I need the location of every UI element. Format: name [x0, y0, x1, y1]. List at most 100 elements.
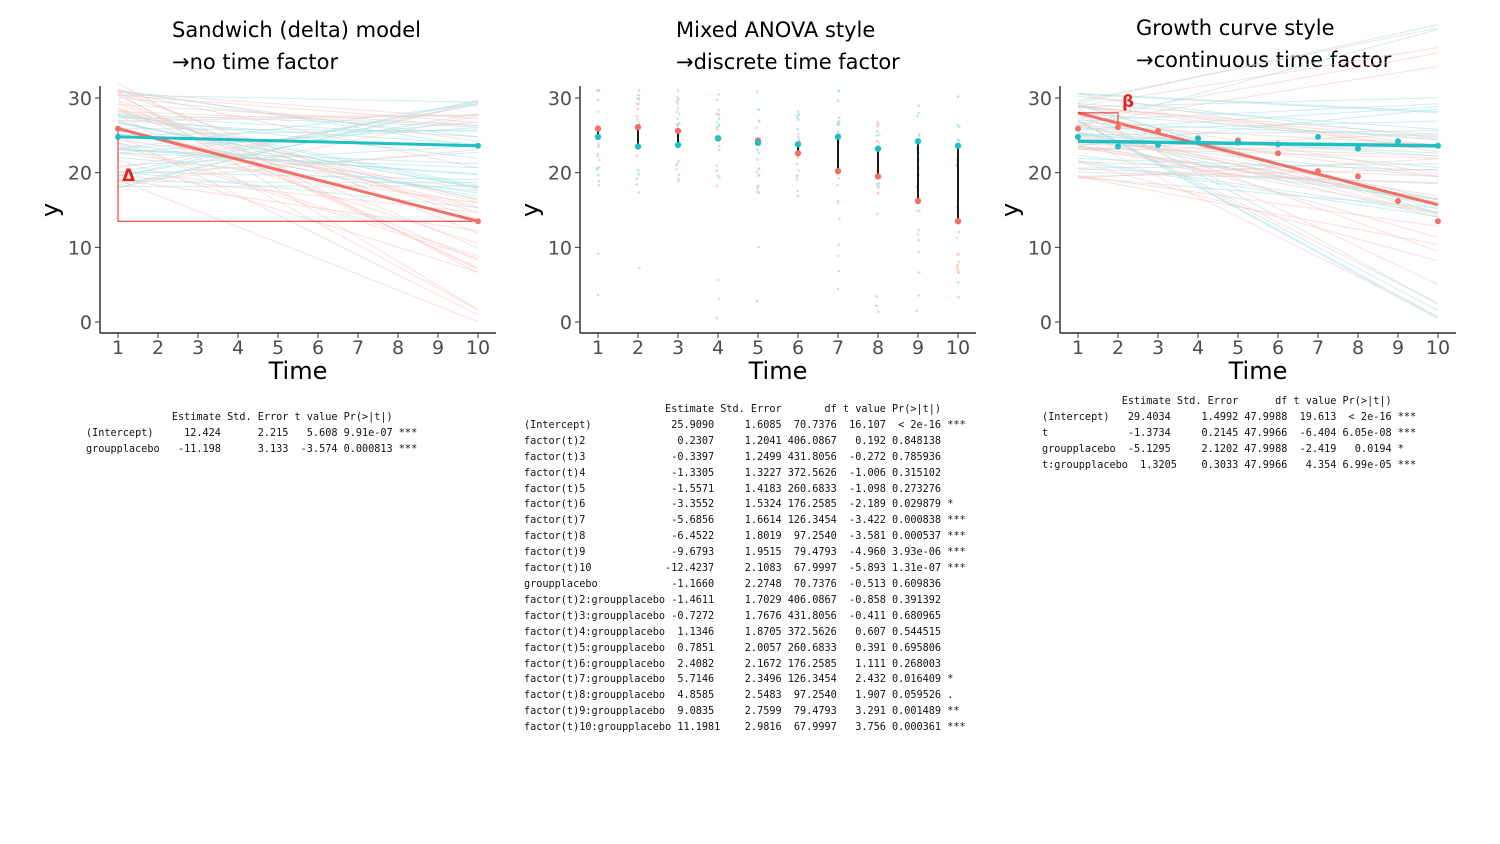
- individual-point: [717, 117, 721, 120]
- individual-point: [795, 174, 799, 177]
- regression-table-mixed-anova: Estimate Std. Error df t value Pr(>|t|) …: [524, 404, 966, 734]
- individual-line: [1077, 93, 1439, 114]
- individual-point: [757, 151, 761, 155]
- individual-line: [1077, 124, 1439, 216]
- x-tick-label: 10: [1426, 337, 1450, 359]
- individual-point: [596, 98, 600, 102]
- individual-point: [597, 179, 601, 183]
- active-regression-line: [1077, 111, 1439, 207]
- title-line-2: →continuous time factor: [1136, 48, 1392, 72]
- individual-line: [1077, 146, 1439, 213]
- active-mean-point: [1075, 125, 1081, 132]
- x-tick-label: 3: [1152, 337, 1164, 359]
- x-tick-label: 7: [832, 337, 844, 359]
- individual-point: [596, 145, 600, 149]
- individual-point: [755, 170, 759, 174]
- individual-point: [956, 281, 960, 284]
- individual-point: [956, 138, 960, 141]
- individual-line: [1077, 120, 1439, 312]
- individual-point: [596, 166, 599, 170]
- active-mean-point: [954, 218, 962, 225]
- individual-point: [915, 114, 919, 118]
- active-mean-point: [1115, 124, 1121, 131]
- individual-point: [716, 174, 720, 178]
- individual-point: [956, 95, 960, 98]
- individual-line: [117, 115, 479, 188]
- individual-point: [796, 127, 799, 131]
- individual-point: [676, 180, 680, 183]
- y-tick-label: 20: [1028, 163, 1052, 185]
- individual-point: [956, 263, 959, 267]
- placebo-mean-point: [954, 142, 962, 149]
- individual-point: [718, 148, 721, 152]
- individual-point: [957, 252, 961, 256]
- individual-point: [757, 174, 760, 178]
- individual-line: [1077, 168, 1439, 185]
- individual-point: [756, 158, 759, 161]
- individual-point: [837, 89, 841, 92]
- individual-line: [117, 128, 479, 132]
- x-tick-label: 5: [1232, 337, 1244, 359]
- placebo-mean-point: [874, 145, 882, 152]
- y-axis-title: y: [996, 203, 1024, 217]
- individual-point: [677, 177, 680, 181]
- individual-point: [875, 304, 878, 308]
- x-axis-title: Time: [748, 357, 808, 385]
- individual-line: [1077, 136, 1439, 318]
- individual-line: [1077, 163, 1439, 169]
- individual-point: [637, 89, 641, 92]
- y-tick-label: 30: [1028, 88, 1052, 110]
- individual-line: [1077, 134, 1439, 203]
- y-tick-label: 0: [1040, 312, 1052, 334]
- individual-point: [836, 183, 839, 187]
- individual-point: [597, 252, 600, 256]
- individual-line: [1077, 95, 1439, 139]
- individual-point: [957, 271, 960, 275]
- x-tick-label: 7: [352, 337, 364, 359]
- individual-line: [1077, 158, 1439, 171]
- individual-line: [117, 159, 479, 273]
- individual-point: [756, 90, 759, 93]
- title-line-1: Mixed ANOVA style: [676, 18, 876, 42]
- individual-line: [1077, 147, 1439, 159]
- individual-point: [797, 113, 801, 116]
- individual-line: [1077, 120, 1439, 318]
- y-axis-title: y: [516, 203, 544, 217]
- individual-line: [117, 178, 479, 232]
- beta-annotation: β: [1122, 92, 1134, 112]
- y-tick-label: 20: [68, 163, 92, 185]
- chart-mixed-anova: 0 10 20 30 1 2 3 4 5 6 7 8 9 10 Time y: [516, 86, 976, 385]
- placebo-mean-point: [914, 138, 922, 145]
- x-tick-label: 8: [392, 337, 404, 359]
- individual-point: [877, 133, 881, 137]
- individual-line: [117, 113, 479, 187]
- individual-line: [117, 102, 479, 186]
- individual-point: [795, 114, 799, 118]
- y-tick-label: 0: [560, 312, 572, 334]
- x-tick-label: 6: [312, 337, 324, 359]
- delta-annotation: Δ: [122, 166, 136, 186]
- individual-point: [675, 123, 679, 127]
- individual-line: [117, 104, 479, 169]
- individual-point: [916, 232, 920, 236]
- individual-point: [757, 245, 761, 249]
- x-tick-label: 1: [592, 337, 604, 359]
- individual-point: [877, 141, 881, 144]
- individual-point: [876, 212, 879, 216]
- individual-point: [718, 176, 721, 179]
- individual-line: [117, 171, 479, 209]
- individual-point: [716, 98, 719, 101]
- individual-line: [117, 96, 479, 138]
- individual-point: [676, 107, 680, 110]
- individual-point: [636, 107, 640, 111]
- title-line-2: →no time factor: [172, 50, 339, 74]
- placebo-mean-point: [714, 135, 722, 142]
- individual-line: [117, 94, 479, 270]
- placebo-regression-line: [1077, 139, 1439, 148]
- x-tick-label: 6: [1272, 337, 1284, 359]
- individual-point: [715, 184, 719, 188]
- individual-line: [1077, 176, 1439, 209]
- individual-line: [117, 104, 479, 126]
- x-tick-label: 10: [466, 337, 490, 359]
- individual-point: [715, 169, 719, 172]
